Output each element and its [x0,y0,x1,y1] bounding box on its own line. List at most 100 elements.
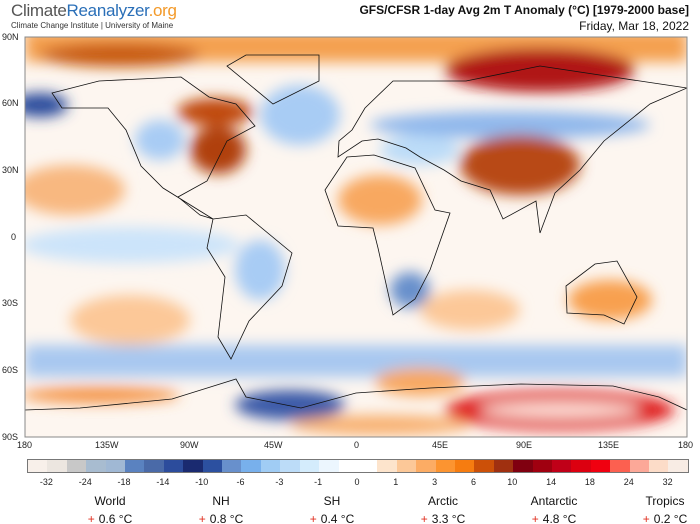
plus-icon: + [642,512,650,524]
color-scale-label: 1 [393,477,399,487]
logo[interactable]: ClimateReanalyzer.org [11,1,177,21]
stat-nh: NH +0.8 °C [171,494,271,524]
color-scale-cell [551,460,572,472]
color-scale-cell [105,460,126,472]
color-scale-label: 14 [546,477,557,487]
color-scale-cell [66,460,87,472]
color-scale-label: -6 [236,477,245,487]
anomaly-map [24,36,688,438]
color-scale-cell [241,460,261,472]
lat-label: 60N [2,98,19,108]
stat-antarctic: Antarctic +4.8 °C [504,494,604,524]
color-scale-cell [629,460,649,472]
africa-outline [324,154,451,316]
color-scale-cell [125,460,145,472]
eurasia-outline [337,65,687,234]
lon-label: 90E [516,440,533,450]
color-scale-label: 32 [662,477,673,487]
south-america-outline [206,214,293,360]
logo-org: .org [148,1,177,20]
stat-arctic: Arctic +3.3 °C [393,494,493,524]
lon-label: 45W [264,440,283,450]
color-scale-cell [202,460,223,472]
color-scale-cell [183,460,203,472]
logo-climate: Climate [11,1,67,20]
color-scale-label: -14 [156,477,170,487]
color-scale-cell [280,460,300,472]
stat-value: 4.8 °C [542,512,577,524]
anomaly-field [25,37,687,437]
plus-icon: + [420,512,428,524]
lon-label: 135E [598,440,620,450]
color-scale-cell [532,460,552,472]
color-scale-label: 18 [584,477,595,487]
lon-label: 135W [95,440,119,450]
stat-region: SH [323,494,341,508]
color-scale-label: -24 [78,477,92,487]
lat-label: 30N [2,165,19,175]
lon-label: 45E [432,440,449,450]
color-scale-label: 10 [507,477,518,487]
lon-label: 0 [354,440,360,450]
stat-region: Tropics [645,494,685,508]
stat-value: 0.4 °C [320,512,355,524]
color-scale-label: -18 [117,477,131,487]
lat-label: 90N [2,32,19,42]
color-scale-cell [416,460,436,472]
stat-region: Arctic [428,494,458,508]
color-scale-cell [260,460,281,472]
color-scale-cell [357,460,378,472]
color-scale-cell [513,460,533,472]
lon-label: 180 [678,440,694,450]
color-scale-label: 24 [623,477,634,487]
logo-subtitle: Climate Change Institute | University of… [11,21,174,30]
greenland-outline [226,54,320,105]
color-scale-cell [649,460,669,472]
lat-label: 90S [2,432,19,442]
color-scale-cell [493,460,514,472]
color-scale-cell [299,460,320,472]
color-scale-bar [27,459,689,473]
color-scale-cell [610,460,630,472]
color-scale-cell [454,460,475,472]
color-scale-cell [396,460,417,472]
color-scale-cell [435,460,455,472]
north-america-outline [51,76,256,220]
stat-tropics: Tropics +0.2 °C [615,494,700,524]
color-scale-cell [222,460,242,472]
stat-world: World +0.6 °C [60,494,160,524]
color-scale-cell [28,460,48,472]
stat-region: Antarctic [530,494,578,508]
color-scale-label: -3 [275,477,284,487]
color-scale-cell [474,460,494,472]
stat-region: NH [212,494,230,508]
stat-region: World [94,494,126,508]
stat-value: 0.2 °C [653,512,688,524]
color-scale-cell [163,460,184,472]
map-title: GFS/CFSR 1-day Avg 2m T Anomaly (°C) [19… [359,3,689,17]
color-scale-label: 6 [470,477,476,487]
color-scale-label: -10 [195,477,209,487]
color-scale-cell [86,460,106,472]
stat-value: 0.8 °C [209,512,244,524]
stat-value: 3.3 °C [431,512,466,524]
logo-reanalyzer: Reanalyzer [66,1,149,20]
color-scale-label: -32 [39,477,53,487]
australia-outline [565,260,638,325]
color-scale-cell [590,460,611,472]
lat-label: 60S [2,365,19,375]
color-scale-cell [144,460,164,472]
color-scale-cell [338,460,358,472]
plus-icon: + [531,512,539,524]
color-scale-label: 3 [432,477,438,487]
plus-icon: + [309,512,317,524]
antarctica-outline [25,378,687,411]
color-scale-label: -1 [314,477,323,487]
lon-label: 180 [17,440,33,450]
color-scale-label: 0 [354,477,360,487]
lat-label: 30S [2,298,19,308]
stat-value: 0.6 °C [98,512,133,524]
color-scale-cell [377,460,397,472]
color-scale-cell [319,460,339,472]
